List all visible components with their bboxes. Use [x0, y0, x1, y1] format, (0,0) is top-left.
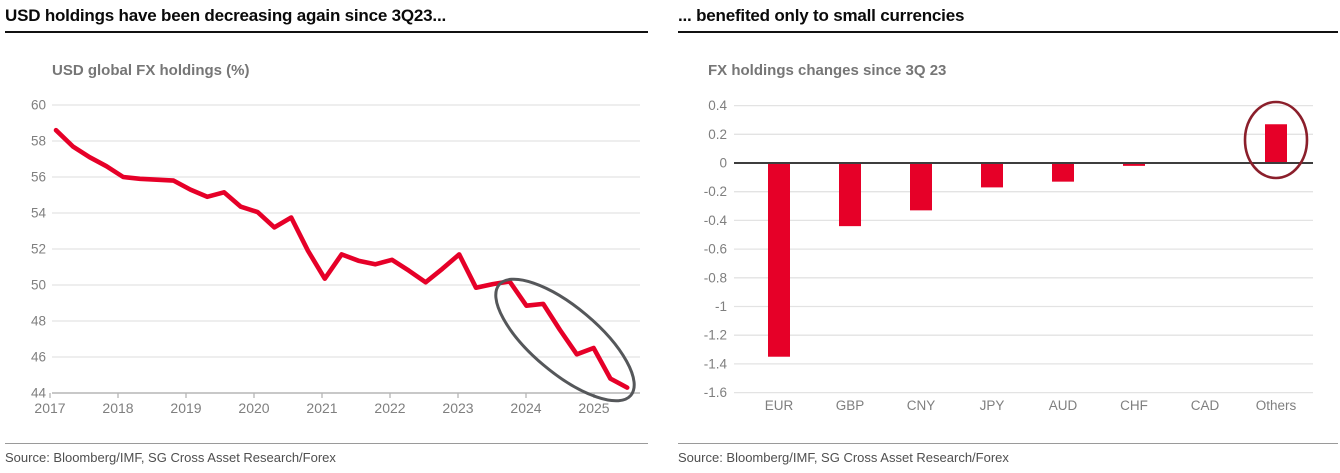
right-title-underline	[678, 31, 1338, 33]
x-tick-label: 2025	[578, 400, 609, 416]
right-source-rule	[678, 443, 1338, 444]
fx-changes-bar-chart: 0.4 0.2 0 -0.2 -0.4 -0.6 -0.8 -1 -1.2 -1.4 -1.6 EUR…	[704, 98, 1313, 413]
usd-holdings-series-line	[53, 127, 630, 390]
right-chart-title: FX holdings changes since 3Q 23	[708, 62, 947, 79]
bar-chf	[1123, 163, 1145, 166]
left-chart-title: USD global FX holdings (%)	[52, 62, 250, 79]
left-source-rule	[5, 443, 648, 444]
x-category-label: Others	[1256, 398, 1297, 413]
bar-eur	[768, 163, 790, 357]
left-panel-title: USD holdings have been decreasing again …	[5, 6, 446, 25]
x-tick-label: 2022	[374, 400, 405, 416]
x-category-label: GBP	[836, 398, 865, 413]
y-tick-label: 52	[31, 242, 46, 257]
y-tick-label: 0.2	[708, 127, 727, 142]
decline-highlight-ellipse	[494, 277, 636, 403]
y-tick-label: 0	[719, 156, 727, 171]
left-title-underline	[5, 31, 648, 33]
bar-others	[1265, 124, 1287, 163]
x-tick-label: 2020	[238, 400, 269, 416]
x-tick-label: 2023	[442, 400, 473, 416]
x-category-label: CNY	[907, 398, 936, 413]
y-tick-label: -0.2	[704, 184, 727, 199]
x-tick-label: 2017	[34, 400, 65, 416]
y-tick-label: -1.4	[704, 356, 728, 371]
x-tick-label: 2018	[102, 400, 133, 416]
y-tick-label: 58	[31, 134, 46, 149]
x-tick-label: 2019	[170, 400, 201, 416]
x-tick-label: 2021	[306, 400, 337, 416]
x-category-label: EUR	[765, 398, 794, 413]
y-tick-label: 0.4	[708, 98, 727, 113]
y-tick-label: 54	[31, 206, 47, 221]
y-tick-label: -1.2	[704, 328, 727, 343]
y-tick-label: -0.6	[704, 242, 727, 257]
x-category-label: JPY	[980, 398, 1005, 413]
y-tick-label: 50	[31, 278, 46, 293]
left-source-text: Source: Bloomberg/IMF, SG Cross Asset Re…	[5, 450, 336, 465]
x-category-label: AUD	[1049, 398, 1078, 413]
y-tick-label: 56	[31, 170, 46, 185]
y-tick-label: -1	[715, 299, 727, 314]
y-tick-label: -1.6	[704, 385, 727, 400]
y-tick-label: -0.4	[704, 213, 728, 228]
right-source-text: Source: Bloomberg/IMF, SG Cross Asset Re…	[678, 450, 1009, 465]
x-category-label: CHF	[1120, 398, 1148, 413]
right-panel-title: ... benefited only to small currencies	[678, 6, 965, 25]
y-tick-label: 48	[31, 314, 46, 329]
others-highlight-circle	[1243, 100, 1309, 180]
bar-cny	[910, 163, 932, 211]
x-tick-label: 2024	[510, 400, 541, 416]
y-tick-label: 44	[31, 386, 47, 401]
bar-jpy	[981, 163, 1003, 188]
y-tick-label: -0.8	[704, 270, 727, 285]
bar-aud	[1052, 163, 1074, 182]
y-tick-label: 60	[31, 98, 46, 113]
x-category-label: CAD	[1191, 398, 1220, 413]
y-tick-label: 46	[31, 350, 46, 365]
bar-gbp	[839, 163, 861, 227]
